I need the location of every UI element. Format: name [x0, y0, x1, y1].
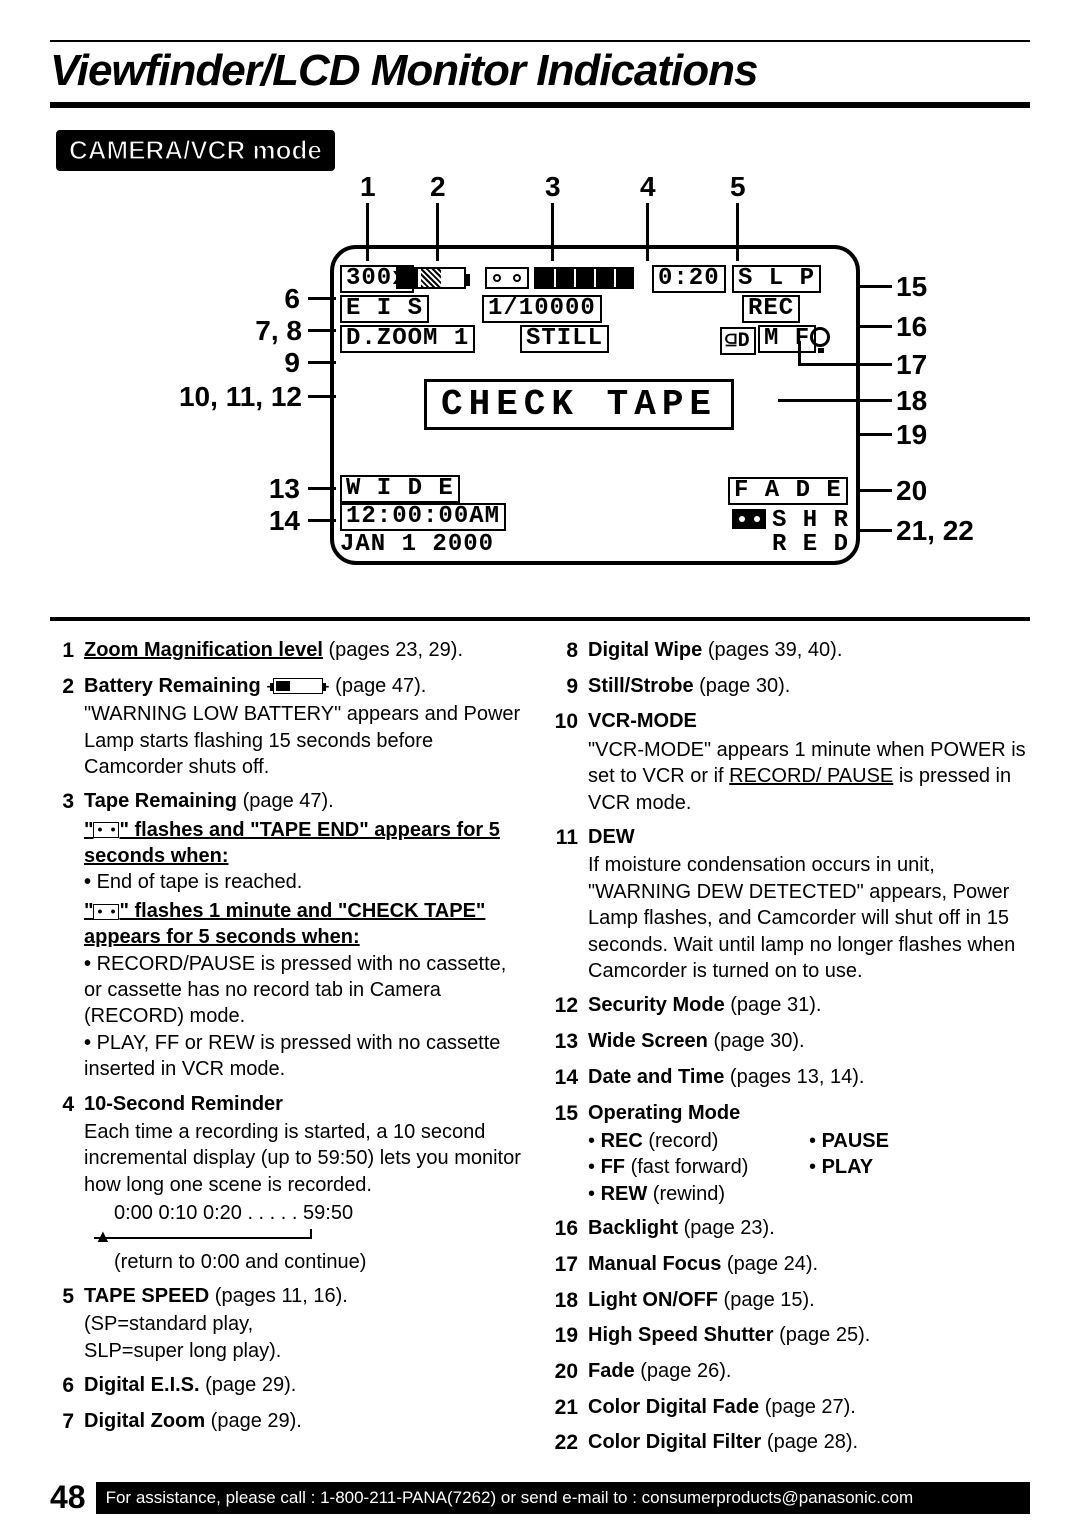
callout-3: 3 — [545, 171, 561, 203]
osd-shutter: 1/10000 — [482, 295, 602, 323]
osd-time: 12:00:00AM — [340, 503, 506, 531]
viewfinder-diagram: 1 2 3 4 5 6 7, 8 9 10, 11, 12 13 14 15 1… — [50, 175, 1030, 605]
callout-4: 4 — [640, 171, 656, 203]
osd-light-icon — [810, 327, 830, 347]
callout-17: 17 — [896, 349, 927, 381]
assistance-bar: For assistance, please call : 1-800-211-… — [96, 1482, 1030, 1514]
callout-1: 1 — [360, 171, 376, 203]
osd-wide: W I D E — [340, 475, 460, 503]
osd-still: STILL — [520, 325, 609, 353]
osd-fade: F A D E — [728, 477, 848, 505]
right-column: 8 Digital Wipe (pages 39, 40). 9 Still/S… — [554, 637, 1030, 1465]
callout-18: 18 — [896, 385, 927, 417]
page-footer: 48 For assistance, please call : 1-800-2… — [50, 1479, 1030, 1516]
callout-7-8: 7, 8 — [202, 315, 302, 347]
osd-mf: M F — [758, 325, 816, 353]
viewfinder-screen: 300x 0:20 S L P E I S 1/10000 REC D.ZOOM… — [330, 245, 860, 565]
indication-list: 1 Zoom Magnification level (pages 23, 29… — [50, 637, 1030, 1465]
left-column: 1 Zoom Magnification level (pages 23, 29… — [50, 637, 526, 1465]
callout-9: 9 — [230, 347, 300, 379]
callout-10-12: 10, 11, 12 — [146, 381, 302, 413]
battery-icon — [396, 267, 466, 289]
callout-6: 6 — [230, 283, 300, 315]
callout-14: 14 — [230, 505, 300, 537]
osd-3d-icon: ⫑D — [720, 327, 756, 355]
osd-dzoom: D.ZOOM 1 — [340, 325, 475, 353]
callout-5: 5 — [730, 171, 746, 203]
callout-15: 15 — [896, 271, 927, 303]
callout-19: 19 — [896, 419, 927, 451]
osd-eis: E I S — [340, 295, 429, 323]
callout-2: 2 — [430, 171, 446, 203]
tape-mini-icon — [93, 904, 119, 920]
osd-tape2-icon — [732, 509, 766, 529]
osd-slp: S L P — [732, 265, 821, 293]
callout-16: 16 — [896, 311, 927, 343]
callout-21-22: 21, 22 — [896, 515, 974, 547]
page-title: Viewfinder/LCD Monitor Indications — [50, 40, 1030, 108]
tape-mini-icon — [93, 822, 119, 838]
osd-tape-icon — [485, 267, 529, 289]
osd-rec: REC — [742, 295, 800, 323]
operating-modes: • REC (record) • PAUSE • FF (fast forwar… — [588, 1128, 1030, 1207]
osd-red: R E D — [772, 531, 849, 558]
mode-badge-text: CAMERA/VCR mode — [69, 135, 322, 165]
callout-20: 20 — [896, 475, 927, 507]
osd-counter: 0:20 — [652, 265, 726, 293]
page-number: 48 — [50, 1479, 86, 1516]
mode-badge: CAMERA/VCR mode — [56, 130, 335, 171]
osd-check-tape: CHECK TAPE — [424, 379, 734, 430]
battery-mini-icon — [273, 678, 323, 694]
section-divider — [50, 617, 1030, 621]
osd-shr: S H R — [772, 507, 849, 534]
callout-13: 13 — [230, 473, 300, 505]
osd-date: JAN 1 2000 — [340, 531, 494, 558]
osd-tape-gauge — [534, 267, 634, 289]
